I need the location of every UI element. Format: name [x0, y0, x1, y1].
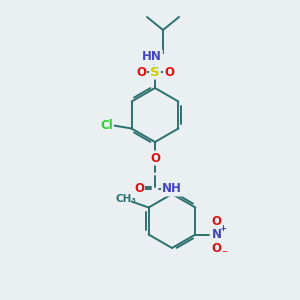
Text: O: O [150, 152, 160, 164]
Text: NH: NH [162, 182, 182, 196]
Text: O: O [212, 242, 221, 255]
Text: HN: HN [142, 50, 162, 64]
Text: O: O [212, 215, 221, 228]
Text: N: N [212, 228, 221, 241]
Text: ⁻: ⁻ [221, 250, 227, 260]
Text: CH₃: CH₃ [115, 194, 136, 205]
Text: Cl: Cl [100, 119, 113, 132]
Text: O: O [164, 65, 174, 79]
Text: O: O [136, 65, 146, 79]
Text: O: O [134, 182, 144, 196]
Text: S: S [150, 65, 160, 79]
Text: +: + [219, 224, 226, 233]
